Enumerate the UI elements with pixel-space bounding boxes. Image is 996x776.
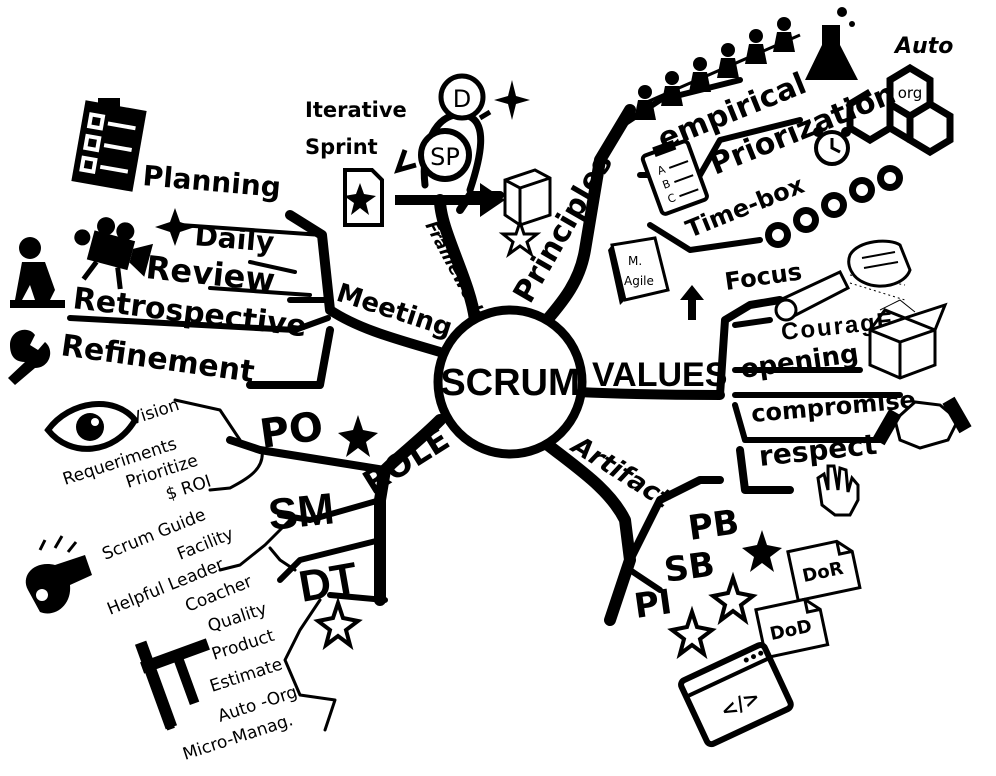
artifact-sb: SB [662, 544, 717, 591]
svg-text:A: A [656, 163, 668, 178]
framework-iterative: Iterative [305, 98, 407, 122]
video-camera-icon [74, 217, 154, 290]
value-focus: Focus [723, 257, 804, 296]
svg-text:M.: M. [628, 254, 642, 268]
people-chain-icon [634, 17, 801, 120]
center-node [433, 305, 587, 459]
star-icon [494, 80, 530, 120]
checklist-icon [71, 98, 147, 192]
value-opening: opening [739, 339, 861, 385]
star-icon [155, 208, 195, 246]
star-icon [313, 596, 363, 651]
cycle-arrows-icon [765, 165, 903, 248]
d-label: D [453, 85, 471, 113]
principle-org: org [898, 84, 923, 102]
d-node [438, 73, 486, 121]
sp-node [418, 128, 472, 182]
star-icon [708, 571, 758, 626]
star-icon [742, 530, 782, 572]
arrow-icon [394, 149, 417, 174]
branch-label-values: VALUES [592, 356, 727, 394]
star-icon [338, 415, 378, 457]
whistle-icon [25, 535, 92, 614]
caliper-icon [134, 638, 210, 731]
sp-label: SP [430, 143, 460, 171]
wrench-icon [8, 329, 51, 385]
svg-text:B: B [661, 177, 673, 192]
eye-icon [44, 401, 139, 452]
alarm-clock-icon [813, 127, 851, 166]
hand-icon [816, 464, 860, 517]
role-po: PO [257, 404, 326, 458]
arrow-icon [395, 183, 505, 217]
svg-text:Agile: Agile [624, 274, 654, 288]
document-icon: DoR [786, 539, 862, 603]
svg-text:C: C [666, 191, 678, 206]
arrow-icon [478, 109, 492, 121]
principle-auto: Auto [893, 34, 953, 59]
document-icon: DoD [754, 597, 830, 660]
framework-sprint: Sprint [305, 135, 378, 159]
artifact-pb: PB [686, 502, 742, 549]
meeting-refinement: Refinement [59, 328, 257, 390]
open-box-icon [868, 299, 948, 380]
meeting-planning: Planning [141, 159, 282, 204]
handshake-icon [872, 396, 972, 450]
flask-icon [805, 7, 858, 80]
star-icon [667, 605, 717, 660]
clipboard-icon: A B C [640, 139, 709, 216]
center-label: SCRUM [440, 362, 579, 404]
artifact-pi: PI [632, 582, 675, 627]
cube-icon [498, 168, 552, 258]
fist-icon [847, 239, 912, 288]
meeting-daily: Daily [193, 219, 275, 259]
role-sm: SM [266, 484, 337, 540]
document-icon [343, 168, 384, 227]
branch-label-principles: Principles [507, 147, 621, 309]
code-window-icon: </> [678, 642, 794, 748]
role-dt: DT [295, 553, 361, 611]
value-respect: respect [757, 428, 878, 473]
hexagon-org-icon [846, 63, 954, 157]
thinker-icon [10, 237, 65, 308]
book-icon: M. Agile [608, 236, 704, 320]
